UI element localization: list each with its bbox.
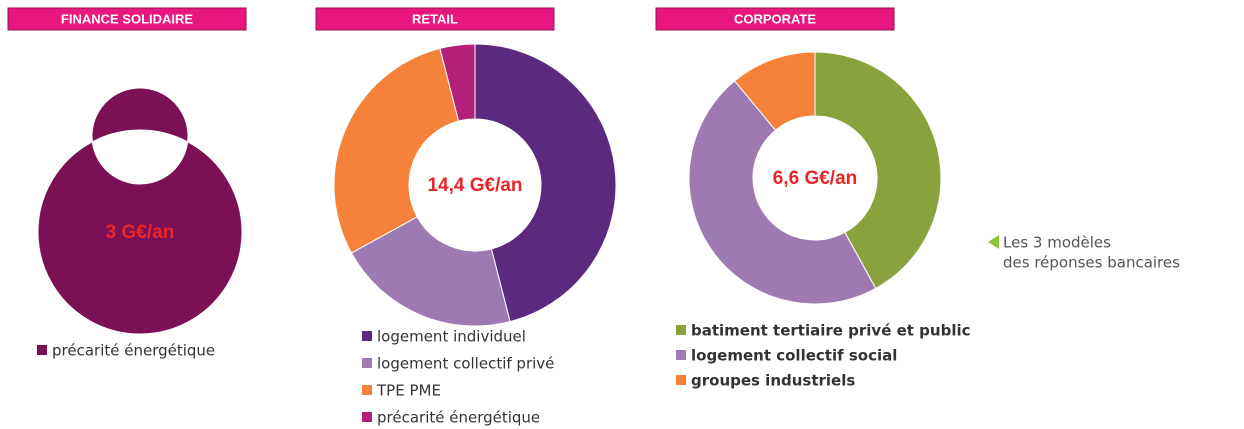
header-bar <box>7 7 247 31</box>
legend-label: groupes industriels <box>691 372 855 390</box>
legend-swatch <box>362 412 372 422</box>
legend-label: précarité énergétique <box>52 342 215 360</box>
legend-swatch <box>362 331 372 341</box>
legend-label: logement collectif social <box>691 347 897 365</box>
donut-slice <box>688 80 877 305</box>
donut-slice <box>350 216 511 327</box>
legend-label: logement collectif privé <box>377 355 554 373</box>
legend-swatch <box>676 350 686 360</box>
legend-label: logement individuel <box>377 328 526 346</box>
donut-slice <box>37 87 243 335</box>
center-label: 14,4 G€/an <box>427 175 522 196</box>
legend-swatch <box>676 375 686 385</box>
legend-swatch <box>676 325 686 335</box>
legend-label: précarité énergétique <box>377 409 540 427</box>
legend-swatch <box>37 345 47 355</box>
donut-slice <box>733 51 816 131</box>
legend-swatch <box>362 385 372 395</box>
legend-label: TPE PME <box>376 382 441 400</box>
chart-title: RETAIL <box>412 11 458 26</box>
donut-slice <box>814 51 942 290</box>
annotation-line: des réponses bancaires <box>1003 254 1180 272</box>
chart-title: FINANCE SOLIDAIRE <box>61 11 194 26</box>
chart-title: CORPORATE <box>734 11 816 26</box>
header-bar <box>655 7 895 31</box>
donut-slice <box>474 43 617 323</box>
annotation-arrow <box>988 235 999 249</box>
donut-slice <box>439 43 476 122</box>
center-label: 6,6 G€/an <box>773 168 858 189</box>
center-label: 3 G€/an <box>106 222 175 243</box>
legend-swatch <box>362 358 372 368</box>
donut-slice <box>333 47 460 254</box>
header-bar <box>315 7 555 31</box>
annotation-line: Les 3 modèles <box>1003 234 1111 252</box>
legend-label: batiment tertiaire privé et public <box>691 322 971 340</box>
